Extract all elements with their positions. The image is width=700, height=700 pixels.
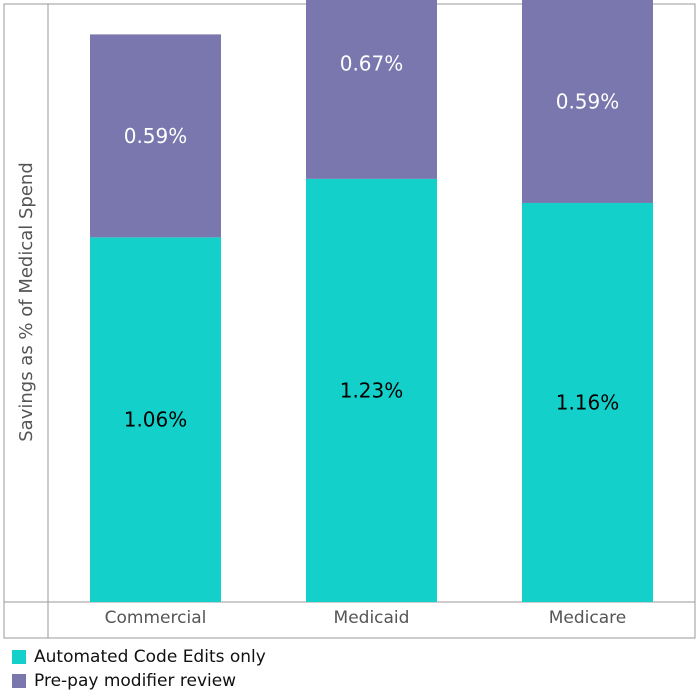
data-label-automated-code-edits-commercial: 1.06% [124, 408, 188, 432]
bar-automated-code-edits-medicaid [306, 178, 437, 602]
data-label-automated-code-edits-medicaid: 1.23% [340, 378, 404, 402]
legend: Automated Code Edits only Pre-pay modifi… [12, 645, 266, 693]
x-tick-label-medicaid: Medicaid [334, 608, 410, 628]
legend-swatch-automated-code-edits [12, 650, 26, 664]
data-label-pre-pay-modifier-review-medicaid: 0.67% [340, 52, 404, 76]
y-axis-label: Savings as % of Medical Spend [16, 162, 37, 442]
bar-automated-code-edits-commercial [90, 237, 221, 603]
chart-area: 1.06% 0.59% Commercial 1.23% 0.67% Medicaid 1.… [3, 0, 696, 639]
data-label-pre-pay-modifier-review-commercial: 0.59% [124, 124, 188, 148]
stacked-bar-chart: 1.06% 0.59% Commercial 1.23% 0.67% Medicaid 1.… [3, 0, 696, 639]
legend-item-pre-pay-modifier-review: Pre-pay modifier review [12, 669, 266, 693]
legend-item-automated-code-edits: Automated Code Edits only [12, 645, 266, 669]
x-tick-label-commercial: Commercial [105, 608, 207, 628]
legend-label-pre-pay-modifier-review: Pre-pay modifier review [34, 671, 237, 691]
bar-pre-pay-modifier-review-medicare [522, 0, 653, 203]
legend-swatch-pre-pay-modifier-review [12, 674, 26, 688]
x-tick-label-medicare: Medicare [549, 608, 626, 628]
bar-pre-pay-modifier-review-commercial [90, 34, 221, 238]
bar-pre-pay-modifier-review-medicaid [306, 0, 437, 179]
data-label-pre-pay-modifier-review-medicare: 0.59% [556, 89, 620, 113]
data-label-automated-code-edits-medicare: 1.16% [556, 390, 620, 414]
bar-automated-code-edits-medicare [522, 202, 653, 602]
legend-label-automated-code-edits: Automated Code Edits only [34, 647, 266, 667]
